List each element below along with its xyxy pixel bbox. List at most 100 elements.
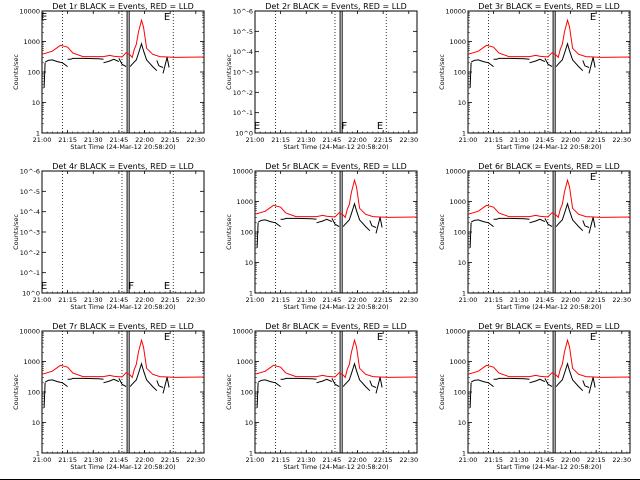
x-tick-label: 21:15 (58, 136, 77, 144)
x-tick-label: 21:30 (297, 296, 316, 304)
x-axis-label: Start Time (24-Mar-12 20:58:20) (283, 463, 388, 471)
event-flag-marker: E (41, 12, 47, 23)
series-events-line (544, 218, 553, 228)
event-flag-marker: E (164, 281, 170, 292)
x-tick-label: 21:00 (459, 456, 478, 464)
plot-frame (467, 10, 631, 134)
x-tick-label: 21:30 (84, 136, 103, 144)
x-tick-label: 21:45 (536, 456, 555, 464)
x-tick-label: 21:15 (58, 456, 77, 464)
y-tick-label: 10^-5 (233, 28, 253, 36)
series-events-line (316, 378, 333, 384)
series-events-line (369, 380, 377, 388)
x-tick-label: 21:00 (33, 136, 52, 144)
y-axis-label: Counts/sec (12, 214, 20, 250)
panel-title: Det 8r BLACK = Events, RED = LLD (265, 322, 407, 331)
y-tick-label: 1000 (449, 358, 466, 366)
event-flag-marker: E (254, 121, 260, 132)
x-tick-label: 22:30 (186, 296, 205, 304)
x-axis-label: Start Time (24-Mar-12 20:58:20) (283, 303, 388, 311)
x-tick-label: 21:00 (246, 136, 265, 144)
y-tick-label: 10^-2 (20, 249, 40, 257)
x-tick-label: 22:30 (399, 296, 418, 304)
event-flag-marker: E (590, 172, 596, 183)
panel-title: Det 4r BLACK = Events, RED = LLD (52, 162, 194, 171)
x-tick-label: 21:15 (484, 296, 503, 304)
panel-det7: Det 7r BLACK = Events, RED = LLD 21:00 21:… (12, 322, 205, 471)
y-tick-label: 10^-2 (233, 89, 253, 97)
x-axis-label: Start Time (24-Mar-12 20:58:20) (70, 463, 175, 471)
x-tick-label: 21:00 (459, 296, 478, 304)
panel-title: Det 1r BLACK = Events, RED = LLD (52, 2, 194, 11)
plot-frame (254, 330, 418, 454)
series-events-line (470, 379, 494, 388)
series-events-line (544, 58, 553, 68)
y-tick-label: 1 (462, 130, 466, 138)
y-tick-label: 10^-6 (233, 8, 253, 16)
series-events-line (555, 41, 584, 72)
x-tick-label: 21:30 (510, 456, 529, 464)
plot-frame (41, 170, 205, 294)
series-events-line (469, 222, 472, 248)
x-tick-label: 22:30 (186, 136, 205, 144)
x-tick-label: 22:15 (374, 456, 393, 464)
series-events-line (331, 218, 340, 228)
panel-title: Det 2r BLACK = Events, RED = LLD (265, 2, 407, 11)
y-tick-label: 10000 (232, 168, 253, 176)
series-events-line (493, 217, 530, 220)
x-tick-label: 21:15 (271, 296, 290, 304)
series-events-line (375, 377, 383, 394)
x-tick-label: 22:00 (561, 296, 580, 304)
series-events-line (588, 57, 596, 74)
x-tick-label: 22:30 (612, 136, 631, 144)
series-lld-line (254, 178, 418, 219)
y-tick-label: 100 (454, 389, 466, 397)
y-tick-label: 10^-4 (233, 48, 253, 56)
x-tick-label: 21:00 (33, 296, 52, 304)
event-flag-marker: E (590, 332, 596, 343)
y-tick-label: 100 (241, 229, 253, 237)
x-tick-label: 21:30 (510, 136, 529, 144)
y-tick-label: 10^-6 (20, 168, 40, 176)
series-events-line (129, 361, 158, 392)
x-tick-label: 22:30 (399, 456, 418, 464)
series-lld-line (467, 18, 631, 59)
series-events-line (257, 219, 281, 228)
y-tick-label: 1 (36, 450, 40, 458)
series-events-line (156, 380, 164, 388)
y-tick-label: 1 (462, 450, 466, 458)
y-axis-label: Counts/sec (438, 214, 446, 250)
series-events-line (44, 59, 68, 68)
x-tick-label: 22:15 (161, 296, 180, 304)
series-lld-line (41, 18, 205, 59)
x-tick-label: 22:15 (374, 296, 393, 304)
x-tick-label: 22:00 (348, 136, 367, 144)
x-tick-label: 21:15 (271, 136, 290, 144)
series-events-line (582, 60, 590, 68)
series-events-line (103, 378, 120, 384)
series-events-line (44, 379, 68, 388)
series-events-line (529, 378, 546, 384)
y-tick-label: 1000 (236, 358, 253, 366)
series-lld-line (467, 338, 631, 379)
x-tick-label: 22:00 (135, 296, 154, 304)
x-tick-label: 22:00 (561, 456, 580, 464)
y-tick-label: 10 (458, 99, 466, 107)
y-tick-label: 1 (249, 290, 253, 298)
panel-title: Det 7r BLACK = Events, RED = LLD (52, 322, 194, 331)
panel-det2: Det 2r BLACK = Events, RED = LLD 21:00 21:… (225, 2, 418, 151)
series-events-line (256, 382, 259, 408)
y-axis-label: Counts/sec (12, 54, 20, 90)
series-events-line (342, 201, 371, 232)
series-events-line (375, 217, 383, 234)
panel-title: Det 6r BLACK = Events, RED = LLD (478, 162, 620, 171)
x-tick-label: 22:00 (348, 296, 367, 304)
y-tick-label: 10^-4 (20, 208, 40, 216)
series-events-line (129, 41, 158, 72)
x-tick-label: 22:30 (612, 296, 631, 304)
x-tick-label: 21:30 (297, 136, 316, 144)
x-tick-label: 22:30 (612, 456, 631, 464)
plot-frame (254, 170, 418, 294)
y-tick-label: 10000 (19, 8, 40, 16)
